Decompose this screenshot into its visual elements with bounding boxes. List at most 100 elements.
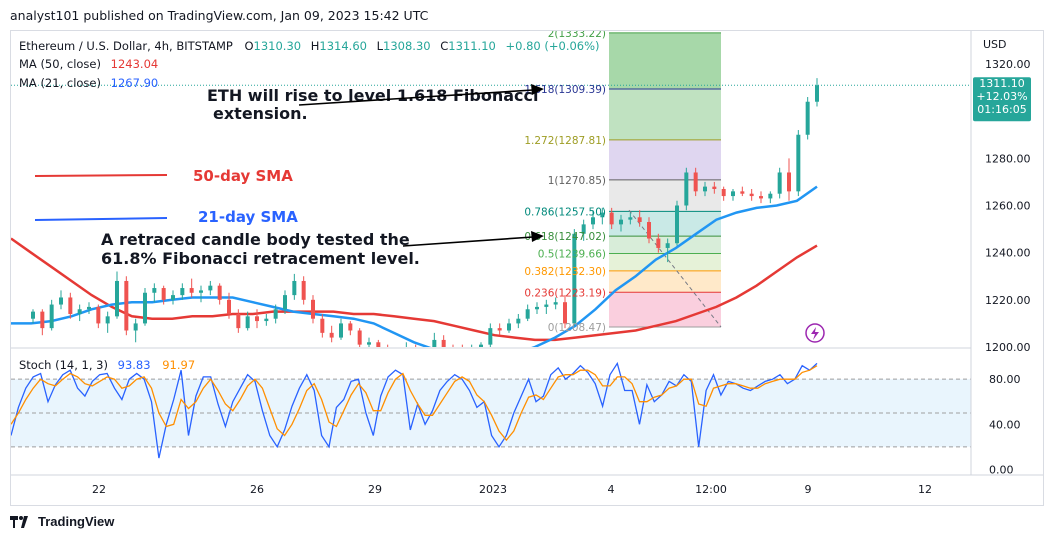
stoch-k-line (11, 361, 818, 459)
ma50-value: 1243.04 (111, 57, 159, 71)
high-label: H (311, 39, 320, 53)
lightning-icon[interactable] (805, 323, 825, 343)
candle (656, 233, 661, 253)
candle (796, 130, 801, 197)
candle (273, 304, 278, 324)
candle (227, 292, 231, 319)
candle (264, 313, 269, 326)
ma21-value: 1267.90 (111, 76, 159, 90)
fib-zone (609, 236, 721, 254)
candle (703, 181, 707, 197)
candle (31, 309, 35, 324)
stoch-tick-label: 0.00 (989, 463, 1014, 476)
legend-drawing: 50-day SMA 21-day SMA (34, 167, 298, 226)
time-tick-label: 12:00 (695, 483, 727, 496)
ma50-label: MA (50, close) (19, 57, 101, 71)
svg-text:Ethereum / U.S. Dollar, 4h, BI: Ethereum / U.S. Dollar, 4h, BITSTAMP O13… (19, 39, 600, 53)
candle (415, 344, 417, 347)
candle (96, 304, 101, 329)
candle (405, 342, 407, 347)
price-tick-label: 1240.00 (985, 247, 1031, 260)
candle (348, 321, 353, 336)
fib-zone (609, 292, 721, 328)
time-tick-label: 26 (250, 483, 264, 496)
candle (805, 97, 810, 140)
time-tick-label: 9 (805, 483, 812, 496)
candle (199, 285, 203, 303)
candle (628, 212, 633, 225)
candle (787, 158, 791, 201)
price-tick-label: 1200.00 (985, 341, 1031, 354)
candle (497, 323, 502, 336)
candle (320, 313, 325, 338)
tradingview-logo-icon (10, 515, 28, 528)
price-pane[interactable]: 0(1208.47) 0.236(1223.19) 0.382(1232.30) 0.… (11, 28, 971, 359)
candle (441, 335, 446, 347)
fib-zone (609, 270, 721, 293)
annotation-top-line2: extension. (213, 104, 308, 123)
candle (133, 318, 138, 343)
annotation-mid-line1: A retraced candle body tested the (101, 230, 410, 249)
candle (600, 207, 605, 225)
candle (647, 217, 651, 244)
candle (59, 290, 63, 310)
candle (609, 207, 614, 230)
fib-level-label: 1.272(1287.81) (524, 135, 606, 147)
currency-label: USD (983, 38, 1007, 51)
candle (815, 78, 819, 107)
fib-level-label: 2(1333.22) (548, 31, 606, 40)
candle (768, 191, 773, 204)
candle (712, 181, 717, 194)
candle (619, 214, 623, 232)
fib-zone (609, 89, 721, 140)
candle (105, 311, 110, 333)
stoch-d-line (11, 365, 818, 442)
candle (749, 188, 754, 201)
annotation-top-line1: ETH will rise to level 1.618 Fibonacci (207, 86, 539, 105)
footer: TradingView (10, 514, 114, 529)
stoch-k-value: 93.83 (118, 358, 151, 372)
symbol-legend: Ethereum / U.S. Dollar, 4h, BITSTAMP O13… (19, 39, 600, 372)
candle (684, 167, 689, 211)
legend-sma50-text: 50-day SMA (193, 167, 293, 185)
annotation-mid-arrow (402, 236, 534, 247)
price-box-pct: +12.03% (976, 90, 1027, 103)
footer-brand: TradingView (38, 514, 115, 529)
time-tick-label: 4 (608, 483, 615, 496)
candle (572, 229, 577, 326)
legend-sma50-line (34, 174, 168, 177)
candle (357, 328, 362, 347)
candle (236, 309, 241, 333)
time-axis[interactable]: 22 26 29 2023 4 12:00 9 12 (92, 483, 932, 496)
low-value: 1308.30 (383, 39, 431, 53)
fib-trend-line (628, 209, 722, 328)
close-label: C (440, 39, 448, 53)
stochastic-pane[interactable] (11, 361, 971, 459)
candle (152, 283, 157, 303)
candle (777, 167, 782, 199)
candle (292, 273, 297, 300)
candle (471, 344, 473, 347)
candle (87, 302, 91, 314)
candle (124, 276, 129, 336)
candle (563, 295, 567, 329)
candle (675, 200, 679, 246)
annotation-mid-line2: 61.8% Fibonacci retracement level. (101, 249, 420, 268)
candle (376, 339, 381, 347)
stoch-label: Stoch (14, 1, 3) (19, 358, 108, 372)
candle (161, 285, 166, 305)
svg-text:MA (21, close) 1267.90: MA (21, close) 1267.90 (19, 76, 158, 90)
candle (311, 295, 315, 324)
current-price-box: 1311.10 +12.03% 01:16:05 (973, 77, 1031, 122)
candle (329, 325, 334, 343)
price-box-price: 1311.10 (979, 77, 1025, 90)
chart-container[interactable]: 0(1208.47) 0.236(1223.19) 0.382(1232.30) 0.… (10, 28, 1044, 506)
fib-level-label: 0.786(1257.50) (524, 206, 606, 218)
close-value: 1311.10 (448, 39, 496, 53)
fib-level-label: 0.5(1239.66) (538, 248, 606, 260)
legend-sma21-line (34, 217, 168, 221)
svg-text:MA (50, close) 1243.04: MA (50, close) 1243.04 (19, 57, 158, 71)
stoch-d-value: 91.97 (162, 358, 195, 372)
candle (301, 276, 306, 305)
fib-level-label: 1(1270.85) (548, 175, 606, 187)
